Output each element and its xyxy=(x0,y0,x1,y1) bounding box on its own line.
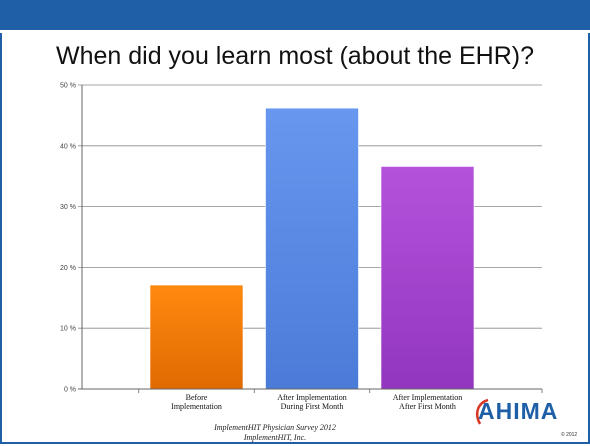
credit-line-2: ImplementHIT, Inc. xyxy=(243,433,307,442)
y-tick-label: 0 % xyxy=(64,387,76,394)
x-tick-label: After Implementation xyxy=(393,393,463,402)
copyright-notice: © 2012 xyxy=(561,432,578,438)
x-tick-label: After First Month xyxy=(399,402,456,411)
ahima-logo-swoosh xyxy=(476,398,489,425)
axes xyxy=(78,85,543,393)
ahima-logo: AHIMA xyxy=(478,398,559,424)
bar xyxy=(149,284,244,390)
slide-frame xyxy=(0,33,590,444)
x-tick-label: During First Month xyxy=(281,402,344,411)
x-tick-label: Before xyxy=(186,393,208,402)
y-tick-label: 50 % xyxy=(60,83,76,90)
slide-title: When did you learn most (about the EHR)? xyxy=(55,42,534,70)
y-tick-label: 30 % xyxy=(60,204,76,211)
x-tick-label: Implementation xyxy=(171,402,222,411)
y-tick-label: 40 % xyxy=(60,143,76,150)
x-tick-label: After Implementation xyxy=(277,393,347,402)
y-tick-label: 20 % xyxy=(60,265,76,272)
survey-credit: ImplementHIT Physician Survey 2012 Imple… xyxy=(180,423,370,443)
bar xyxy=(380,166,475,390)
axis-labels: 0 % 10 % 20 % 30 % 40 % 50 % BeforeImplementat… xyxy=(60,83,462,412)
credit-line-1: ImplementHIT Physician Survey 2012 xyxy=(214,423,336,432)
bar xyxy=(265,107,359,390)
bars xyxy=(149,107,475,390)
header-divider xyxy=(0,30,590,33)
header-bar xyxy=(0,0,590,30)
y-tick-label: 10 % xyxy=(60,326,76,333)
